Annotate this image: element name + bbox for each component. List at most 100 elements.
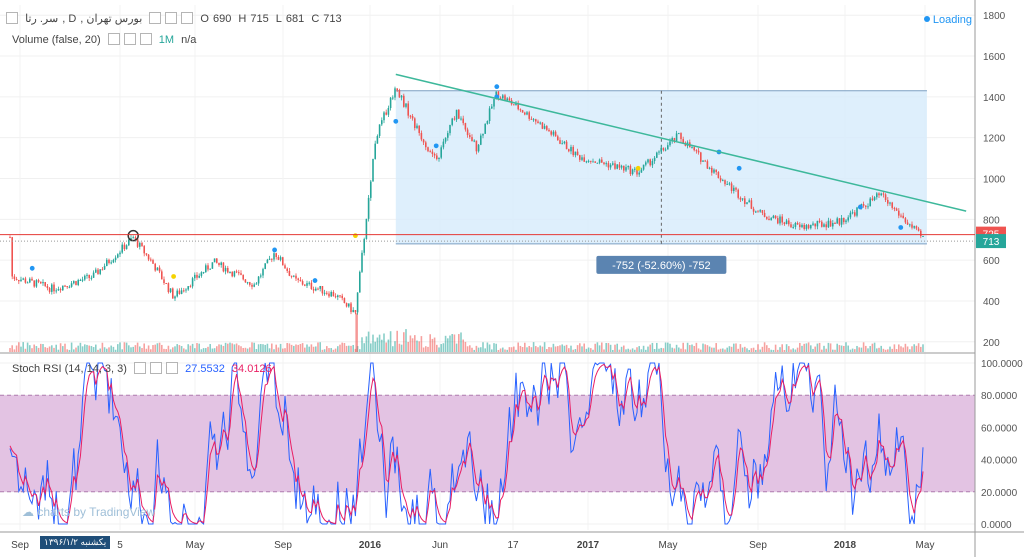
volume-bar xyxy=(744,346,746,352)
volume-bar xyxy=(123,342,126,352)
collapse-icon[interactable] xyxy=(6,12,18,24)
volume-bar xyxy=(409,335,412,352)
candle-body xyxy=(348,303,350,307)
candle-body xyxy=(761,210,764,213)
candle-body xyxy=(627,166,629,168)
eye-icon[interactable] xyxy=(165,12,178,24)
volume-bar xyxy=(746,348,748,352)
volume-bar xyxy=(227,343,229,352)
measure-box xyxy=(395,90,927,244)
volume-bar xyxy=(264,344,266,352)
candle-body xyxy=(462,118,464,124)
volume-bar xyxy=(649,344,651,352)
candle-body xyxy=(130,238,132,240)
date-badge: ۱۳۹۶/۱/۲ یکشنبه xyxy=(40,536,111,549)
volume-bar xyxy=(458,334,460,352)
close-icon[interactable] xyxy=(139,33,152,45)
candle-body xyxy=(22,278,24,280)
volume-bar xyxy=(510,347,513,352)
candle-body xyxy=(508,98,511,101)
volume-bar xyxy=(499,348,502,352)
volume-bar xyxy=(794,349,797,352)
candle-body xyxy=(165,282,167,284)
volume-bar xyxy=(515,349,517,352)
candle-body xyxy=(185,289,187,291)
volume-bar xyxy=(77,345,79,352)
close-icon[interactable] xyxy=(181,12,194,24)
volume-bar xyxy=(796,347,799,352)
volume-bar xyxy=(68,349,71,352)
volume-bar xyxy=(350,345,352,352)
settings-icon[interactable] xyxy=(134,362,147,374)
candle-body xyxy=(343,298,346,304)
volume-bar xyxy=(326,346,328,352)
candle-body xyxy=(117,254,119,258)
candle-body xyxy=(40,281,42,284)
volume-bar xyxy=(889,346,891,352)
candle-body xyxy=(895,208,898,211)
candle-body xyxy=(667,145,669,150)
candle-body xyxy=(504,95,506,101)
volume-bar xyxy=(653,349,656,352)
symbol-name: سر. رتا xyxy=(25,13,59,25)
measure-range[interactable]: -752 (-52.60%) -752 xyxy=(395,90,927,274)
price-tags: 725713 xyxy=(0,226,1006,249)
volume-bar xyxy=(719,348,722,352)
candle-body xyxy=(590,160,592,162)
candle-body xyxy=(106,259,108,267)
close-icon[interactable] xyxy=(166,362,179,374)
volume-bar xyxy=(444,335,447,352)
time-tick-label: May xyxy=(916,540,935,551)
candle-body xyxy=(345,303,348,307)
volume-bar xyxy=(691,344,693,352)
candle-body xyxy=(554,131,557,137)
volume-bar xyxy=(554,346,557,352)
candle-body xyxy=(48,288,51,292)
volume-bar xyxy=(634,349,636,352)
trendline[interactable] xyxy=(395,73,967,212)
candle-body xyxy=(477,144,480,152)
candle-body xyxy=(266,259,269,264)
volume-bar xyxy=(293,345,295,352)
candle-body xyxy=(867,206,869,208)
candle-body xyxy=(572,146,574,156)
tradingview-watermark[interactable]: ☁ charts by TradingView xyxy=(22,505,156,519)
candle-body xyxy=(429,151,431,153)
volume-bar xyxy=(231,343,233,352)
volume-bar xyxy=(95,344,97,352)
candle-body xyxy=(73,281,75,284)
volume-bar xyxy=(763,342,766,352)
measure-label-box xyxy=(596,255,727,274)
signal-dot-icon xyxy=(352,233,358,239)
candle-body xyxy=(304,284,306,286)
settings-icon[interactable] xyxy=(149,12,162,24)
volume-bar xyxy=(145,348,148,352)
volume-bar xyxy=(394,341,396,352)
candle-body xyxy=(97,269,99,274)
volume-bar xyxy=(451,334,453,352)
volume-bar xyxy=(788,346,790,352)
time-tick-label: Jun xyxy=(432,540,448,551)
volume-bar xyxy=(266,343,269,352)
volume-bar xyxy=(812,348,814,352)
volume-bar xyxy=(330,348,332,352)
candle-body xyxy=(125,245,128,250)
volume-bar xyxy=(623,345,625,352)
candle-body xyxy=(341,295,343,299)
settings-icon[interactable] xyxy=(107,33,120,45)
candle-body xyxy=(57,289,60,291)
volume-bar xyxy=(106,348,108,352)
eye-icon[interactable] xyxy=(123,33,136,45)
candle-body xyxy=(598,159,601,163)
candle-body xyxy=(163,279,165,283)
candle-body xyxy=(717,172,720,179)
volume-bar xyxy=(550,347,552,352)
volume-bar xyxy=(517,342,519,352)
volume-bar xyxy=(282,348,284,352)
volume-bar xyxy=(814,346,816,352)
candle-body xyxy=(530,118,533,120)
eye-icon[interactable] xyxy=(150,362,163,374)
candle-body xyxy=(455,109,458,120)
candle-body xyxy=(64,285,66,287)
